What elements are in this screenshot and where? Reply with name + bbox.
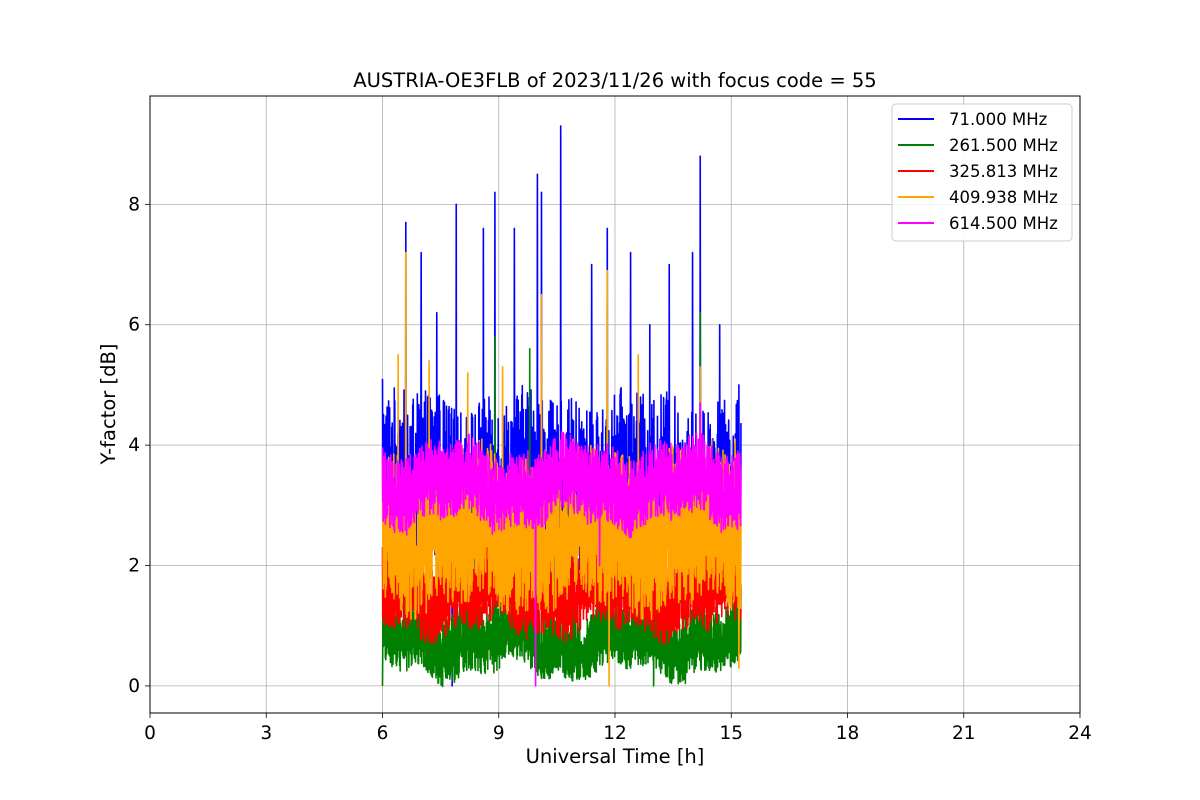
legend-label: 325.813 MHz (949, 162, 1058, 181)
y-tick-label: 4 (128, 435, 140, 456)
legend-label: 614.500 MHz (949, 214, 1058, 233)
y-tick-label: 6 (128, 315, 140, 336)
chart-title: AUSTRIA-OE3FLB of 2023/11/26 with focus … (353, 69, 876, 92)
x-tick-label: 6 (377, 723, 389, 744)
series-line-3 (381, 251, 742, 687)
x-tick-label: 12 (603, 723, 627, 744)
x-tick-label: 3 (260, 723, 272, 744)
legend-label: 261.500 MHz (949, 136, 1058, 155)
y-axis-ticks: 0 2 4 6 8 (128, 194, 150, 697)
y-tick-label: 8 (128, 194, 140, 215)
series-group (381, 125, 742, 688)
x-tick-label: 15 (719, 723, 743, 744)
y-tick-label: 0 (128, 676, 140, 697)
series-line-4 (381, 402, 742, 687)
x-tick-label: 9 (493, 723, 505, 744)
legend-label: 409.938 MHz (949, 188, 1058, 207)
y-tick-label: 2 (128, 556, 140, 577)
x-tick-label: 0 (144, 723, 156, 744)
y-axis-label: Y-factor [dB] (97, 344, 120, 466)
x-tick-label: 18 (836, 723, 860, 744)
series-line-1 (381, 311, 742, 688)
x-tick-label: 24 (1068, 723, 1092, 744)
x-tick-label: 21 (952, 723, 976, 744)
legend: 71.000 MHz 261.500 MHz 325.813 MHz 409.938 … (891, 103, 1073, 242)
x-axis-label: Universal Time [h] (526, 745, 705, 768)
legend-box (891, 103, 1073, 242)
x-axis-ticks: 0 3 6 9 12 15 18 21 24 (144, 713, 1092, 744)
legend-label: 71.000 MHz (949, 110, 1047, 129)
